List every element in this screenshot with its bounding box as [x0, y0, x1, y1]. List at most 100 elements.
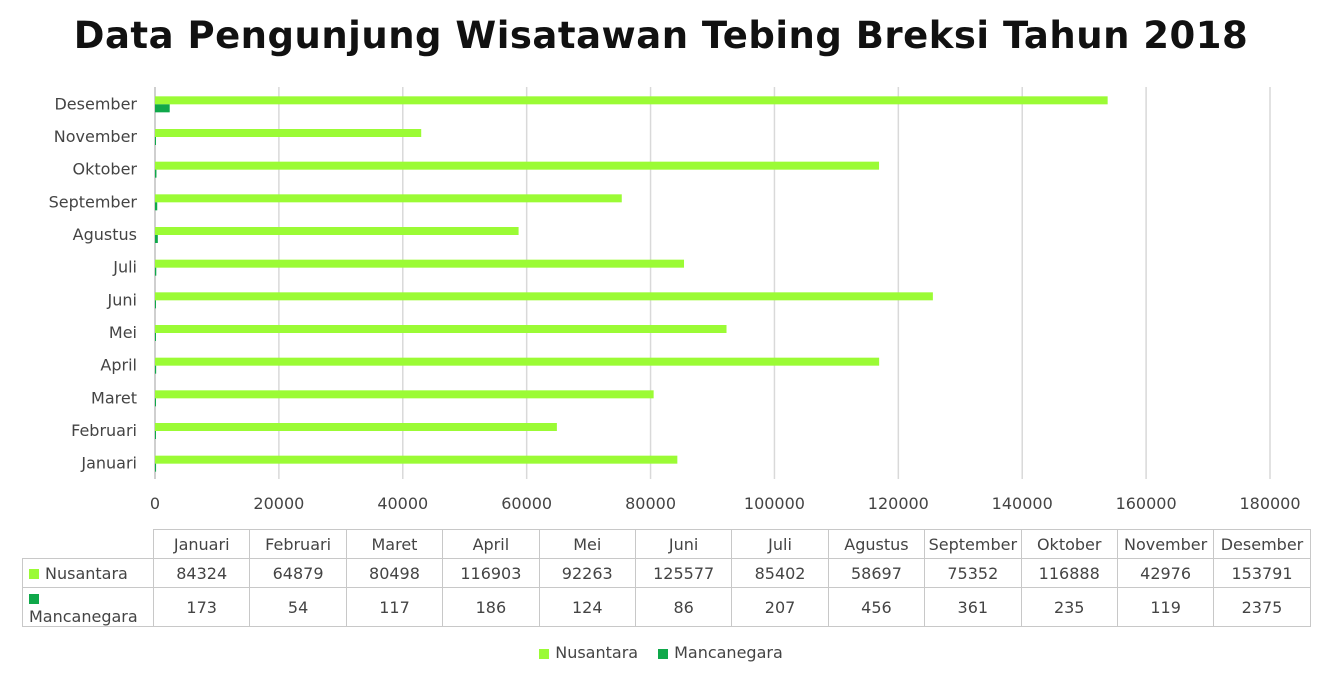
- table-cell: 119: [1116, 587, 1215, 627]
- series-swatch-icon: [29, 569, 39, 579]
- legend-swatch-icon: [658, 648, 669, 659]
- table-header-cell: Maret: [345, 529, 444, 559]
- table-cell: 235: [1020, 587, 1118, 627]
- bar-mancanegara: [155, 463, 157, 472]
- table-cell: 92263: [538, 558, 636, 588]
- category-label: September: [49, 192, 138, 211]
- table-header-cell: April: [442, 529, 540, 559]
- x-tick-label: 40000: [377, 494, 428, 513]
- bar-mancanegara: [155, 300, 156, 309]
- table-header-cell: September: [924, 529, 1022, 559]
- table-cell: 173: [152, 587, 251, 627]
- category-label: Oktober: [73, 160, 138, 179]
- bar-mancanegara: [155, 431, 156, 439]
- bar-nusantara: [155, 357, 880, 366]
- bar-mancanegara: [155, 398, 156, 407]
- bar-mancanegara: [155, 202, 158, 211]
- table-cell: 207: [731, 587, 829, 627]
- table-cell: 42976: [1116, 558, 1215, 588]
- table-cell: 64879: [249, 558, 347, 588]
- table-header-cell: Agustus: [827, 529, 926, 559]
- category-label: Maret: [91, 388, 137, 407]
- table-cell: 58697: [827, 558, 926, 588]
- series-name: Nusantara: [45, 563, 128, 583]
- table-cell: 456: [827, 587, 926, 627]
- table-row: Mancanegara 173 54 117 186 124 86 207 456 361 235 1…: [22, 587, 1311, 627]
- category-label: Juli: [112, 258, 137, 277]
- table-cell: 86: [634, 587, 733, 627]
- bar-nusantara: [155, 96, 1108, 105]
- x-tick-label: 0: [150, 494, 160, 513]
- x-tick-label: 180000: [1239, 494, 1300, 513]
- chart-title: Data Pengunjung Wisatawan Tebing Breksi …: [73, 14, 1249, 57]
- category-label: November: [54, 127, 138, 146]
- table-cell: 54: [249, 587, 347, 627]
- table-header-cell: Desember: [1213, 529, 1311, 559]
- bar-mancanegara: [155, 333, 156, 341]
- x-tick-label: 20000: [253, 494, 304, 513]
- category-label: Juni: [107, 290, 137, 309]
- table-row: Nusantara 84324 64879 80498 116903 92263 12557…: [22, 558, 1311, 588]
- table-row-header: Nusantara: [22, 558, 154, 588]
- series-name: Mancanegara: [29, 607, 138, 626]
- bar-mancanegara: [155, 235, 158, 243]
- table-header-cell: Februari: [249, 529, 347, 559]
- table-cell: 2375: [1213, 587, 1311, 627]
- table-cell: 80498: [345, 558, 444, 588]
- legend-item: Nusantara: [539, 643, 638, 662]
- table-cell: 84324: [152, 558, 251, 588]
- category-label: Mei: [109, 323, 137, 342]
- bar-nusantara: [155, 227, 519, 235]
- bar-nusantara: [155, 161, 880, 170]
- category-label: Desember: [54, 94, 137, 113]
- bar-mancanegara: [155, 267, 157, 276]
- bar-nusantara: [155, 423, 557, 431]
- legend-item: Mancanegara: [658, 643, 783, 662]
- table-cell: 153791: [1213, 558, 1311, 588]
- bar-mancanegara: [155, 137, 156, 145]
- table-cell: 125577: [634, 558, 733, 588]
- table-corner: [23, 530, 154, 559]
- x-tick-label: 140000: [992, 494, 1053, 513]
- legend-label: Nusantara: [555, 643, 639, 662]
- x-tick-label: 60000: [501, 494, 552, 513]
- legend-label: Mancanegara: [674, 643, 783, 662]
- table-header-cell: Oktober: [1020, 529, 1118, 559]
- x-tick-label: 120000: [868, 494, 929, 513]
- table-cell: 85402: [731, 558, 829, 588]
- table-cell: 116888: [1020, 558, 1118, 588]
- bar-nusantara: [155, 129, 422, 137]
- category-label: Januari: [80, 454, 137, 473]
- bar-mancanegara: [155, 104, 170, 113]
- table-cell: 361: [924, 587, 1022, 627]
- category-label: April: [100, 356, 137, 375]
- table-cell: 75352: [924, 558, 1022, 588]
- series-swatch-icon: [29, 593, 39, 604]
- bar-nusantara: [155, 259, 685, 268]
- legend-swatch-icon: [539, 648, 550, 659]
- table-cell: 124: [538, 587, 636, 627]
- x-tick-label: 160000: [1116, 494, 1177, 513]
- category-label: Februari: [71, 421, 137, 440]
- table-cell: 117: [345, 587, 444, 627]
- x-tick-label: 100000: [744, 494, 805, 513]
- table-header-cell: Juni: [634, 529, 733, 559]
- bar-nusantara: [155, 292, 933, 301]
- table-cell: 116903: [442, 558, 540, 588]
- table-header-cell: Januari: [152, 529, 251, 559]
- x-tick-label: 80000: [625, 494, 676, 513]
- bar-nusantara: [155, 325, 727, 333]
- table-header-cell: Juli: [731, 529, 829, 559]
- legend: Nusantara Mancanegara: [0, 643, 1322, 662]
- table-row-header: Mancanegara: [22, 587, 154, 627]
- table-cell: 186: [442, 587, 540, 627]
- data-table: Januari Februari Maret April Mei Juni Juli Agus…: [22, 529, 1311, 627]
- table-header-cell: November: [1116, 529, 1215, 559]
- bar-mancanegara: [155, 169, 157, 178]
- bar-mancanegara: [155, 365, 157, 374]
- category-label: Agustus: [73, 225, 137, 244]
- bar-nusantara: [155, 390, 654, 399]
- bar-nusantara: [155, 194, 622, 203]
- table-header-cell: Mei: [538, 529, 636, 559]
